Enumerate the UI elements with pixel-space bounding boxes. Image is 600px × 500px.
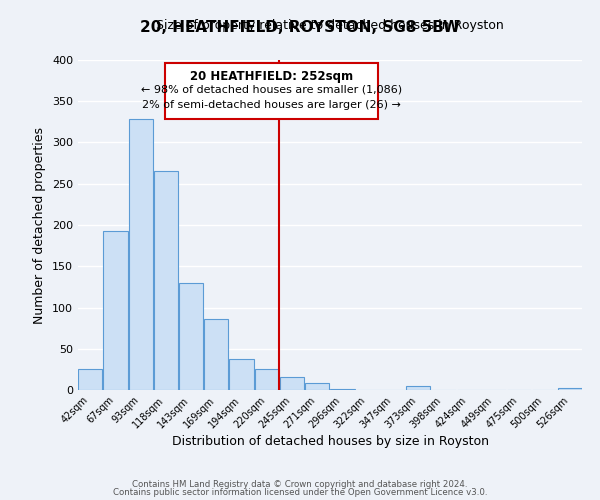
Text: 2% of semi-detached houses are larger (26) →: 2% of semi-detached houses are larger (2… <box>142 100 401 110</box>
Bar <box>330 389 355 390</box>
Bar <box>229 358 254 390</box>
Y-axis label: Number of detached properties: Number of detached properties <box>34 126 46 324</box>
FancyBboxPatch shape <box>165 64 378 120</box>
Text: ← 98% of detached houses are smaller (1,086): ← 98% of detached houses are smaller (1,… <box>141 84 402 95</box>
X-axis label: Distribution of detached houses by size in Royston: Distribution of detached houses by size … <box>172 436 488 448</box>
Bar <box>204 319 228 390</box>
Bar <box>558 388 581 390</box>
Title: Size of property relative to detached houses in Royston: Size of property relative to detached ho… <box>156 20 504 32</box>
Bar <box>154 170 178 390</box>
Bar <box>406 386 430 390</box>
Text: 20 HEATHFIELD: 252sqm: 20 HEATHFIELD: 252sqm <box>190 70 353 83</box>
Bar <box>179 283 203 390</box>
Bar <box>103 231 128 390</box>
Bar <box>129 120 153 390</box>
Bar <box>255 370 278 390</box>
Bar <box>79 370 102 390</box>
Text: Contains HM Land Registry data © Crown copyright and database right 2024.: Contains HM Land Registry data © Crown c… <box>132 480 468 489</box>
Bar <box>280 377 304 390</box>
Text: Contains public sector information licensed under the Open Government Licence v3: Contains public sector information licen… <box>113 488 487 497</box>
Bar <box>305 384 329 390</box>
Text: 20, HEATHFIELD, ROYSTON, SG8 5BW: 20, HEATHFIELD, ROYSTON, SG8 5BW <box>140 20 460 35</box>
